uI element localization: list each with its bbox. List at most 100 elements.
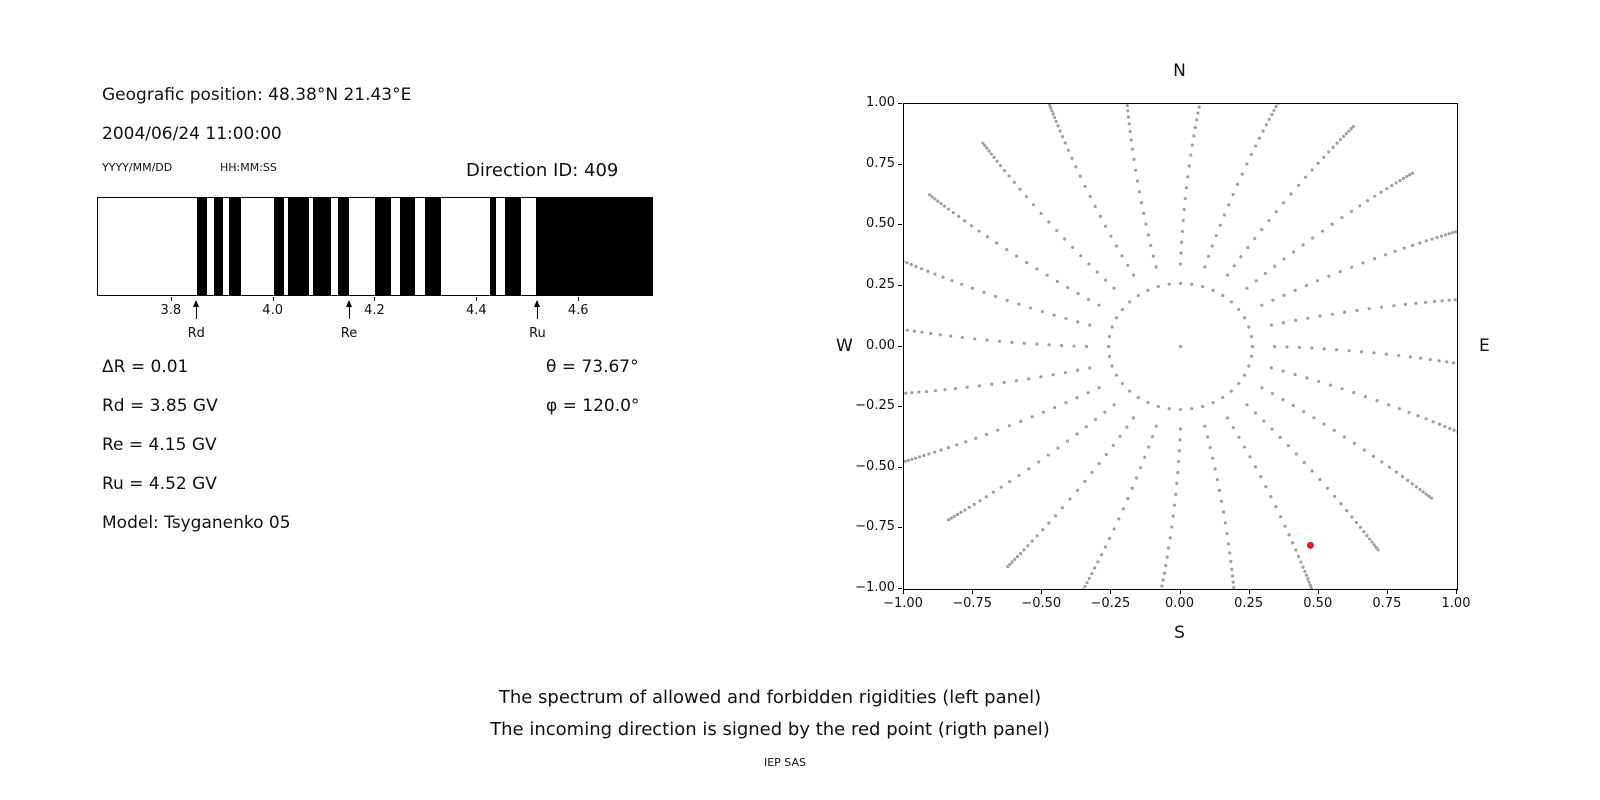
forbidden-band [196, 198, 208, 295]
grid-spoke-dot [1097, 461, 1101, 466]
grid-spoke-dot [1248, 455, 1252, 459]
grid-spoke-dot [1293, 372, 1297, 377]
grid-spoke-dot [1349, 127, 1353, 131]
grid-spoke-dot [1064, 316, 1068, 321]
grid-spoke-dot [904, 391, 908, 395]
grid-spoke-dot [1126, 115, 1131, 119]
grid-spoke-dot [1301, 243, 1305, 247]
grid-spoke-dot [1027, 377, 1031, 381]
grid-spoke-dot [1335, 348, 1339, 352]
grid-spoke-dot [970, 286, 975, 290]
grid-spoke-dot [1097, 386, 1101, 390]
grid-spoke-dot [1316, 161, 1320, 165]
grid-spoke-dot [1281, 397, 1285, 402]
grid-spoke-dot [1098, 214, 1102, 218]
grid-spoke-dot [1312, 416, 1316, 420]
grid-spoke-dot [1066, 148, 1071, 152]
grid-spoke-dot [1093, 566, 1097, 570]
grid-spoke-dot [1228, 551, 1232, 555]
grid-spoke-dot [913, 456, 918, 460]
grid-spoke-dot [1370, 540, 1374, 544]
grid-spoke-dot [1147, 445, 1151, 449]
grid-spoke-dot [1035, 342, 1039, 346]
grid-spoke-dot [1025, 260, 1029, 265]
grid-spoke-dot [1099, 553, 1104, 557]
grid-spoke-dot [1286, 444, 1290, 448]
grid-spoke-dot [1027, 467, 1031, 471]
grid-ring-dot [1128, 300, 1132, 304]
grid-spoke-dot [1332, 428, 1336, 433]
grid-spoke-dot [1274, 505, 1278, 509]
grid-spoke-dot [1358, 204, 1362, 208]
grid-spoke-dot [978, 499, 982, 503]
grid-spoke-dot [1053, 514, 1057, 518]
grid-spoke-dot [1354, 520, 1359, 525]
grid-spoke-dot [973, 337, 977, 341]
grid-spoke-dot [1448, 426, 1452, 431]
grid-spoke-dot [1218, 223, 1222, 227]
direction-y-tick-mark [898, 284, 902, 286]
forbidden-band [287, 198, 310, 295]
grid-center-dot [1178, 344, 1183, 349]
grid-spoke-dot [1219, 499, 1224, 503]
grid-spoke-dot [1226, 542, 1231, 546]
grid-spoke-dot [1374, 545, 1378, 550]
grid-ring-dot [1107, 335, 1112, 339]
grid-ring-dot [1120, 381, 1124, 386]
grid-spoke-dot [1379, 190, 1383, 194]
grid-spoke-dot [1340, 387, 1344, 391]
grid-spoke-dot [1271, 298, 1275, 302]
grid-spoke-dot [1270, 427, 1274, 431]
grid-ring-dot [1156, 284, 1160, 289]
grid-spoke-dot [1317, 379, 1321, 384]
grid-spoke-dot [1039, 375, 1043, 379]
grid-spoke-dot [1086, 391, 1090, 395]
forbidden-band [313, 198, 331, 295]
grid-spoke-dot [1130, 486, 1134, 490]
grid-spoke-dot [1050, 109, 1054, 113]
grid-spoke-dot [1316, 279, 1320, 283]
grid-ring-dot [1250, 344, 1254, 349]
grid-spoke-dot [993, 294, 998, 299]
grid-spoke-dot [1075, 432, 1079, 436]
grid-spoke-dot [1294, 318, 1298, 323]
grid-spoke-dot [1107, 536, 1112, 541]
grid-spoke-dot [1380, 460, 1384, 464]
grid-spoke-dot [1305, 376, 1309, 380]
grid-spoke-dot [1447, 298, 1451, 302]
grid-spoke-dot [1269, 366, 1273, 370]
spectrum-tick-label: 4.0 [262, 303, 283, 318]
grid-spoke-dot [1006, 564, 1010, 569]
grid-spoke-dot [1056, 446, 1060, 450]
grid-spoke-dot [1274, 104, 1278, 109]
grid-spoke-dot [1352, 391, 1356, 395]
grid-spoke-dot [1259, 475, 1263, 479]
grid-spoke-dot [1229, 559, 1233, 564]
grid-spoke-dot [1340, 215, 1344, 220]
grid-ring-dot [1146, 401, 1150, 405]
grid-ring-dot [1107, 344, 1111, 349]
grid-spoke-dot [1386, 403, 1391, 407]
grid-spoke-dot [1373, 194, 1377, 198]
direction-y-tick-mark [898, 527, 902, 529]
grid-ring-dot [1167, 282, 1171, 286]
grid-spoke-dot [1306, 577, 1310, 581]
grid-spoke-dot [1183, 197, 1187, 201]
grid-spoke-dot [1439, 234, 1444, 238]
grid-spoke-dot [953, 387, 958, 391]
datetime-label: 2004/06/24 11:00:00 [102, 124, 282, 144]
grid-spoke-dot [1104, 224, 1108, 228]
grid-spoke-dot [1253, 411, 1258, 415]
grid-spoke-dot [1060, 135, 1065, 139]
grid-spoke-dot [1066, 285, 1070, 290]
grid-spoke-dot [1109, 234, 1113, 238]
forbidden-band [535, 198, 652, 295]
grid-spoke-dot [909, 262, 913, 267]
grid-spoke-dot [1208, 445, 1212, 450]
grid-spoke-dot [1272, 344, 1277, 349]
grid-spoke-dot [977, 229, 981, 233]
grid-spoke-dot [1180, 229, 1184, 233]
grid-spoke-dot [1070, 156, 1074, 160]
grid-spoke-dot [933, 272, 937, 276]
grid-spoke-dot [1215, 478, 1219, 482]
